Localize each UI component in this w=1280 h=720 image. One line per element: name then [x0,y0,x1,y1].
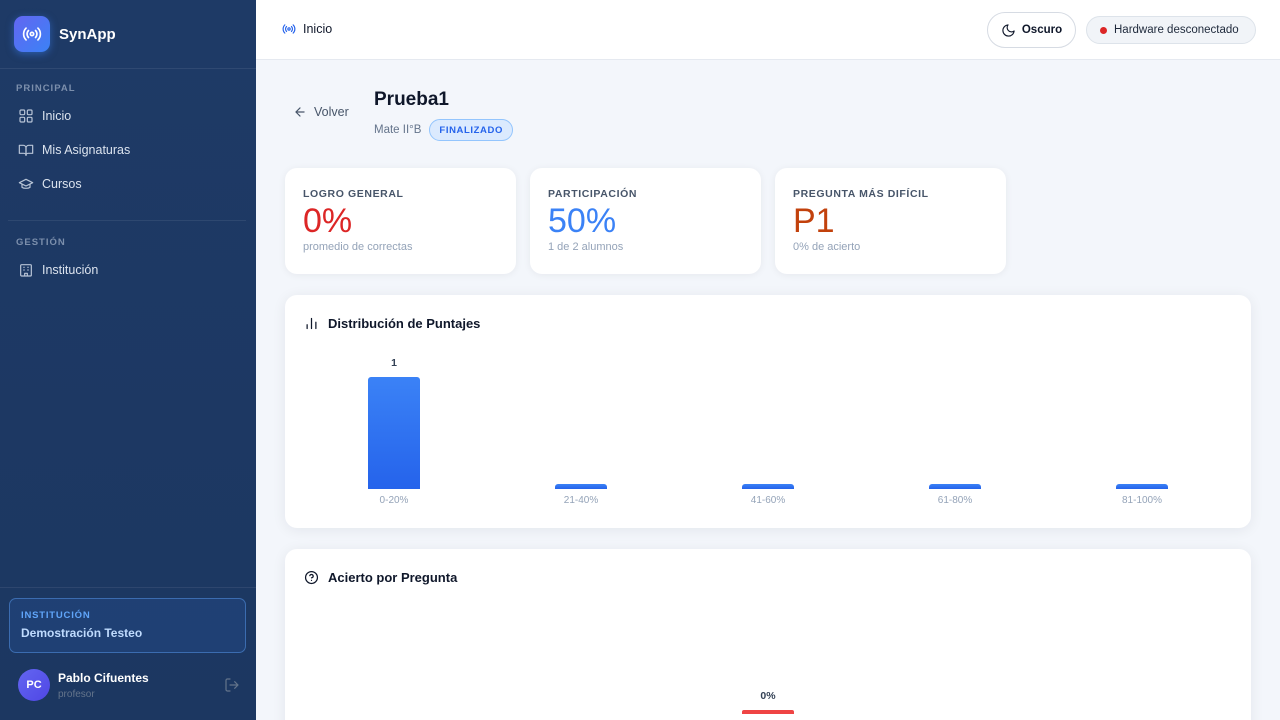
theme-toggle-label: Oscuro [1021,24,1063,36]
status-badge: FINALIZADO [429,119,513,141]
section-label-principal: PRINCIPAL [16,83,76,94]
user-role: profesor [58,688,95,700]
stat-card-pregunta-dificil: PREGUNTA MÁS DIFÍCIL P1 0% de acierto [775,168,1006,274]
broadcast-icon [282,24,296,34]
stat-sub: 0% de acierto [793,241,861,253]
questions-panel: Acierto por Pregunta 0% [285,549,1251,720]
bar-0-20% [368,377,420,489]
page-title: Prueba1 [374,89,449,110]
stat-value: 0% [303,202,353,240]
question-bar-P1 [742,710,794,714]
test-subtitle: Mate II°B FINALIZADO [374,119,513,141]
status-dot-icon [1100,26,1107,34]
bar-chart-icon [306,317,317,330]
sidebar-divider [8,220,246,221]
sidebar-divider [0,587,256,588]
stat-sub: 1 de 2 alumnos [548,241,624,253]
stat-value: P1 [793,202,835,240]
bar-81-100% [1116,484,1168,489]
user-profile: PC Pablo Cifuentes profesor [18,669,240,701]
questions-chart: 0% [285,549,1251,720]
institution-box: INSTITUCIÓN Demostración Testeo [9,598,246,653]
building-icon [20,264,32,277]
brand[interactable]: SynApp [0,0,256,69]
section-label-gestion: GESTIÓN [16,237,66,248]
sidebar-item-label: Mis Asignaturas [42,143,131,157]
distribution-chart: 1 0-20% 21-40% 41-60% 61-80% 81-100% [285,295,1251,528]
back-button[interactable]: Volver [293,105,349,119]
brand-name: SynApp [59,25,116,43]
bar-category-label: 21-40% [563,495,599,506]
panel-title-label: Acierto por Pregunta [328,570,458,585]
bar-category-label: 0-20% [379,495,409,506]
sidebar-item-cursos[interactable]: Cursos [0,167,256,201]
sidebar-item-mis-asignaturas[interactable]: Mis Asignaturas [0,133,256,167]
sidebar-item-inicio[interactable]: Inicio [0,99,256,133]
book-icon [18,144,34,156]
theme-toggle-button[interactable]: Oscuro [987,12,1076,48]
subject-label: Mate II°B [374,124,422,136]
back-label: Volver [314,105,349,119]
stat-label: PARTICIPACIÓN [548,188,638,200]
bar-21-40% [555,484,607,489]
stat-sub: promedio de correctas [303,241,413,253]
questions-title: Acierto por Pregunta [304,570,457,585]
sidebar-item-label: Inicio [42,109,72,123]
distribution-panel: Distribución de Puntajes 1 0-20% 21-40% 41-… [285,295,1251,528]
bar-category-label: 61-80% [937,495,973,506]
grid-icon [19,109,33,123]
institution-label: INSTITUCIÓN [21,610,91,621]
moon-icon [1002,23,1015,37]
hardware-status-badge[interactable]: Hardware desconectado [1086,16,1256,44]
stat-label: PREGUNTA MÁS DIFÍCIL [793,188,929,200]
top-bar: Inicio Oscuro Hardware desconectado [256,0,1280,60]
user-name: Pablo Cifuentes [58,670,149,685]
hardware-status-label: Hardware desconectado [1114,24,1239,36]
stat-card-logro: LOGRO GENERAL 0% promedio de correctas [285,168,516,274]
stat-label: LOGRO GENERAL [303,188,404,200]
panel-title-label: Distribución de Puntajes [328,316,481,331]
bar-category-label: 81-100% [1121,495,1163,506]
institution-name: Demostración Testeo [21,626,143,640]
question-value-label: 0% [760,690,776,702]
breadcrumb-label: Inicio [303,22,333,36]
sidebar-item-institucion[interactable]: Institución [0,253,256,287]
broadcast-icon [14,16,50,52]
distribution-title: Distribución de Puntajes [304,316,480,331]
bar-category-label: 41-60% [750,495,786,506]
bar-61-80% [929,484,981,489]
arrow-left-icon [295,107,305,117]
sidebar-item-label: Institución [42,263,99,277]
graduation-cap-icon [18,178,34,189]
logout-icon[interactable] [224,677,240,693]
bar-value-label: 1 [391,357,397,369]
stat-value: 50% [548,202,617,240]
stat-card-participacion: PARTICIPACIÓN 50% 1 de 2 alumnos [530,168,761,274]
avatar[interactable]: PC [18,669,50,701]
bar-41-60% [742,484,794,489]
sidebar: SynApp PRINCIPAL Inicio Mis Asignaturas … [0,0,256,720]
sidebar-item-label: Cursos [42,177,82,191]
help-circle-icon [304,570,319,585]
breadcrumb[interactable]: Inicio [282,22,332,36]
